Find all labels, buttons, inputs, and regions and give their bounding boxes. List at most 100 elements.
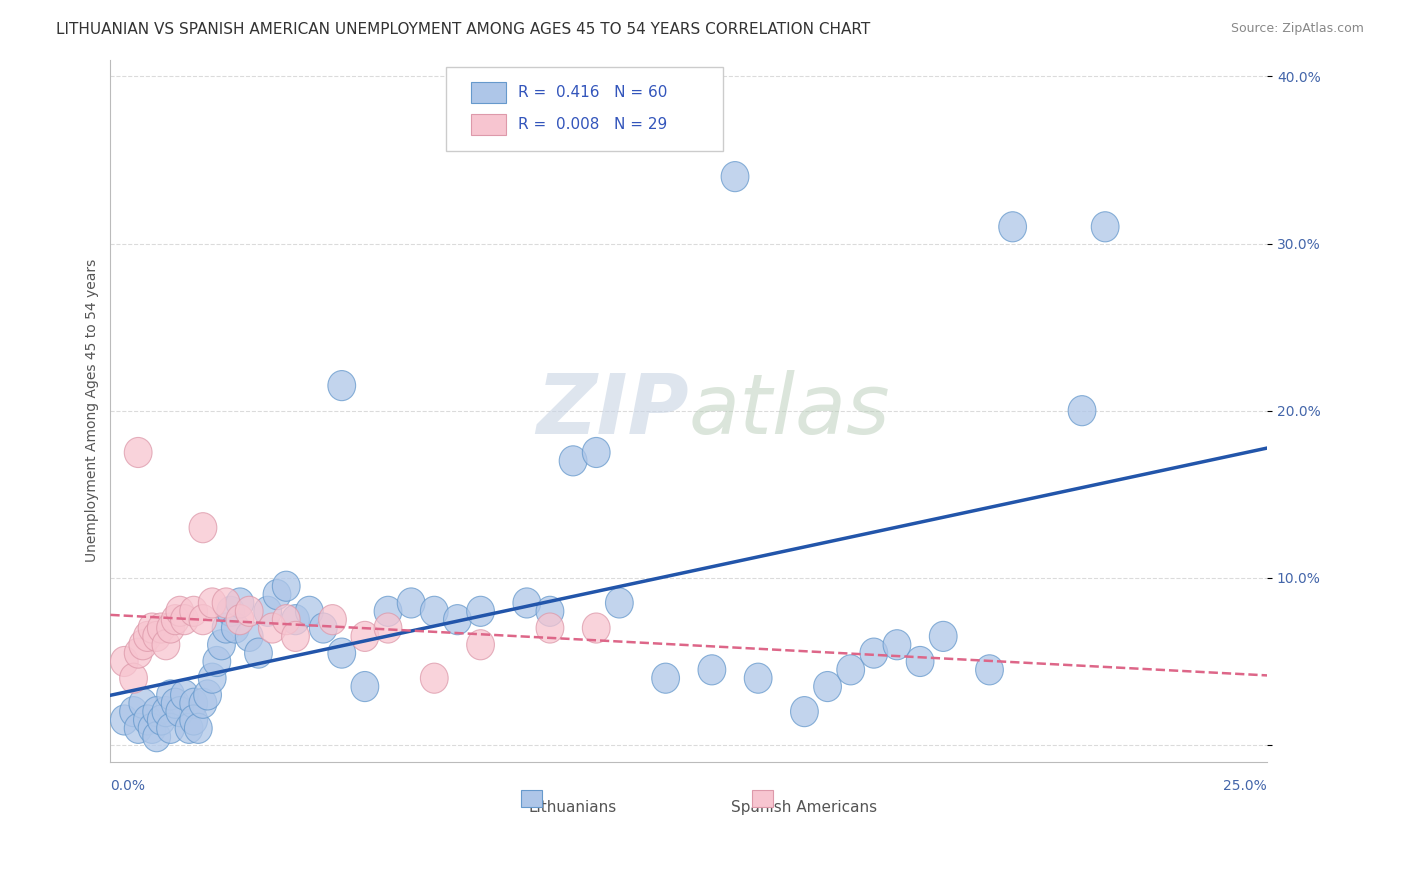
Ellipse shape: [976, 655, 1004, 685]
Ellipse shape: [273, 605, 299, 635]
Ellipse shape: [134, 622, 162, 651]
Ellipse shape: [166, 596, 194, 626]
Ellipse shape: [184, 714, 212, 743]
Text: atlas: atlas: [689, 370, 890, 451]
Ellipse shape: [120, 697, 148, 727]
Ellipse shape: [156, 613, 184, 643]
Ellipse shape: [124, 638, 152, 668]
Ellipse shape: [208, 630, 235, 660]
FancyBboxPatch shape: [752, 790, 773, 807]
Ellipse shape: [263, 580, 291, 609]
Text: ZIP: ZIP: [536, 370, 689, 451]
Ellipse shape: [202, 647, 231, 676]
Ellipse shape: [744, 663, 772, 693]
Ellipse shape: [188, 513, 217, 542]
FancyBboxPatch shape: [471, 82, 506, 103]
Ellipse shape: [467, 596, 495, 626]
Ellipse shape: [443, 605, 471, 635]
Ellipse shape: [129, 630, 156, 660]
Ellipse shape: [152, 630, 180, 660]
Ellipse shape: [883, 630, 911, 660]
Ellipse shape: [188, 605, 217, 635]
Y-axis label: Unemployment Among Ages 45 to 54 years: Unemployment Among Ages 45 to 54 years: [86, 259, 100, 562]
Ellipse shape: [235, 622, 263, 651]
Ellipse shape: [188, 689, 217, 718]
Text: 0.0%: 0.0%: [111, 780, 145, 793]
Ellipse shape: [352, 672, 378, 702]
Ellipse shape: [328, 370, 356, 401]
Ellipse shape: [217, 596, 245, 626]
Ellipse shape: [212, 613, 240, 643]
Ellipse shape: [254, 596, 281, 626]
FancyBboxPatch shape: [522, 790, 541, 807]
Ellipse shape: [134, 705, 162, 735]
Ellipse shape: [166, 697, 194, 727]
Ellipse shape: [295, 596, 323, 626]
Ellipse shape: [148, 705, 176, 735]
Ellipse shape: [281, 622, 309, 651]
Ellipse shape: [582, 613, 610, 643]
Ellipse shape: [1069, 396, 1095, 425]
Ellipse shape: [998, 211, 1026, 242]
Ellipse shape: [156, 680, 184, 710]
Ellipse shape: [907, 647, 934, 676]
Ellipse shape: [226, 605, 254, 635]
Ellipse shape: [170, 605, 198, 635]
Ellipse shape: [138, 714, 166, 743]
Ellipse shape: [143, 622, 170, 651]
Ellipse shape: [652, 663, 679, 693]
Ellipse shape: [170, 680, 198, 710]
Ellipse shape: [124, 714, 152, 743]
Ellipse shape: [467, 630, 495, 660]
Ellipse shape: [143, 697, 170, 727]
Ellipse shape: [120, 663, 148, 693]
Ellipse shape: [194, 680, 222, 710]
Ellipse shape: [536, 596, 564, 626]
Text: Lithuanians: Lithuanians: [529, 800, 617, 815]
Text: 25.0%: 25.0%: [1223, 780, 1267, 793]
Ellipse shape: [111, 705, 138, 735]
FancyBboxPatch shape: [446, 67, 724, 151]
Ellipse shape: [129, 689, 156, 718]
Ellipse shape: [143, 722, 170, 752]
Ellipse shape: [352, 622, 378, 651]
Ellipse shape: [860, 638, 887, 668]
Text: Source: ZipAtlas.com: Source: ZipAtlas.com: [1230, 22, 1364, 36]
Ellipse shape: [319, 605, 346, 635]
Ellipse shape: [837, 655, 865, 685]
Ellipse shape: [582, 437, 610, 467]
Ellipse shape: [148, 613, 176, 643]
Ellipse shape: [138, 613, 166, 643]
Ellipse shape: [235, 596, 263, 626]
Ellipse shape: [420, 663, 449, 693]
Ellipse shape: [124, 437, 152, 467]
Ellipse shape: [180, 596, 208, 626]
Ellipse shape: [198, 663, 226, 693]
Ellipse shape: [226, 588, 254, 618]
Text: R =  0.416   N = 60: R = 0.416 N = 60: [517, 85, 666, 100]
Text: Spanish Americans: Spanish Americans: [731, 800, 877, 815]
Ellipse shape: [398, 588, 425, 618]
Ellipse shape: [156, 714, 184, 743]
Ellipse shape: [536, 613, 564, 643]
Ellipse shape: [929, 622, 957, 651]
Ellipse shape: [198, 588, 226, 618]
Ellipse shape: [328, 638, 356, 668]
Ellipse shape: [697, 655, 725, 685]
Ellipse shape: [309, 613, 337, 643]
Ellipse shape: [281, 605, 309, 635]
Ellipse shape: [212, 588, 240, 618]
Text: LITHUANIAN VS SPANISH AMERICAN UNEMPLOYMENT AMONG AGES 45 TO 54 YEARS CORRELATIO: LITHUANIAN VS SPANISH AMERICAN UNEMPLOYM…: [56, 22, 870, 37]
Ellipse shape: [180, 705, 208, 735]
Ellipse shape: [162, 605, 188, 635]
Ellipse shape: [1091, 211, 1119, 242]
Ellipse shape: [259, 613, 287, 643]
Ellipse shape: [513, 588, 541, 618]
Text: R =  0.008   N = 29: R = 0.008 N = 29: [517, 118, 666, 132]
Ellipse shape: [374, 613, 402, 643]
Ellipse shape: [560, 446, 586, 476]
Ellipse shape: [152, 697, 180, 727]
FancyBboxPatch shape: [471, 114, 506, 136]
Ellipse shape: [814, 672, 841, 702]
Ellipse shape: [420, 596, 449, 626]
